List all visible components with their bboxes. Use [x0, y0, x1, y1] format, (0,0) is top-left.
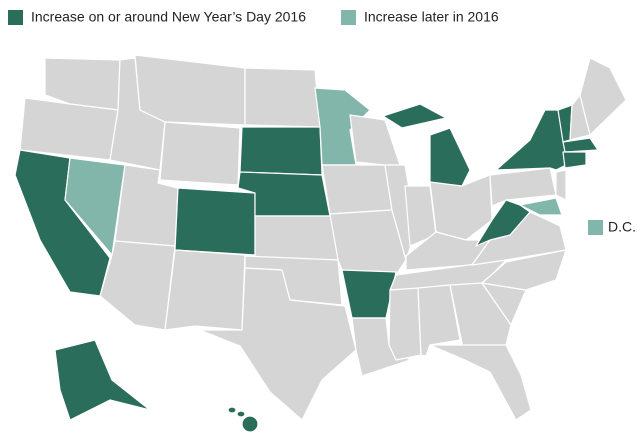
- state: [244, 67, 321, 128]
- state: [351, 317, 411, 377]
- state: [239, 126, 323, 176]
- state: [321, 164, 393, 215]
- state: [174, 187, 256, 256]
- state: [555, 169, 567, 201]
- state: [227, 406, 237, 414]
- state: [236, 410, 246, 418]
- legend-label: Increase on or around New Year’s Day 201…: [31, 9, 306, 25]
- state: [579, 57, 627, 136]
- state: [562, 151, 587, 169]
- state: [134, 54, 246, 126]
- state: [489, 167, 557, 207]
- state: [159, 121, 241, 186]
- state: [382, 103, 447, 129]
- state: [562, 137, 599, 153]
- state: [341, 269, 397, 319]
- state: [199, 267, 357, 421]
- state: [449, 282, 512, 349]
- state: [54, 339, 151, 421]
- state: [388, 287, 422, 361]
- state: [519, 197, 563, 216]
- state: [254, 215, 339, 261]
- state: [164, 249, 246, 331]
- state: [314, 87, 371, 166]
- states: [14, 54, 627, 433]
- state: [475, 199, 531, 247]
- dc-label: D.C.: [608, 219, 636, 235]
- state: [481, 249, 567, 291]
- legend-label: Increase later in 2016: [364, 9, 499, 25]
- state: [241, 415, 259, 433]
- dc-swatch: [588, 220, 603, 235]
- legend-swatch: [8, 10, 23, 25]
- state: [429, 127, 471, 187]
- state: [429, 344, 532, 421]
- legend-swatch: [341, 10, 356, 25]
